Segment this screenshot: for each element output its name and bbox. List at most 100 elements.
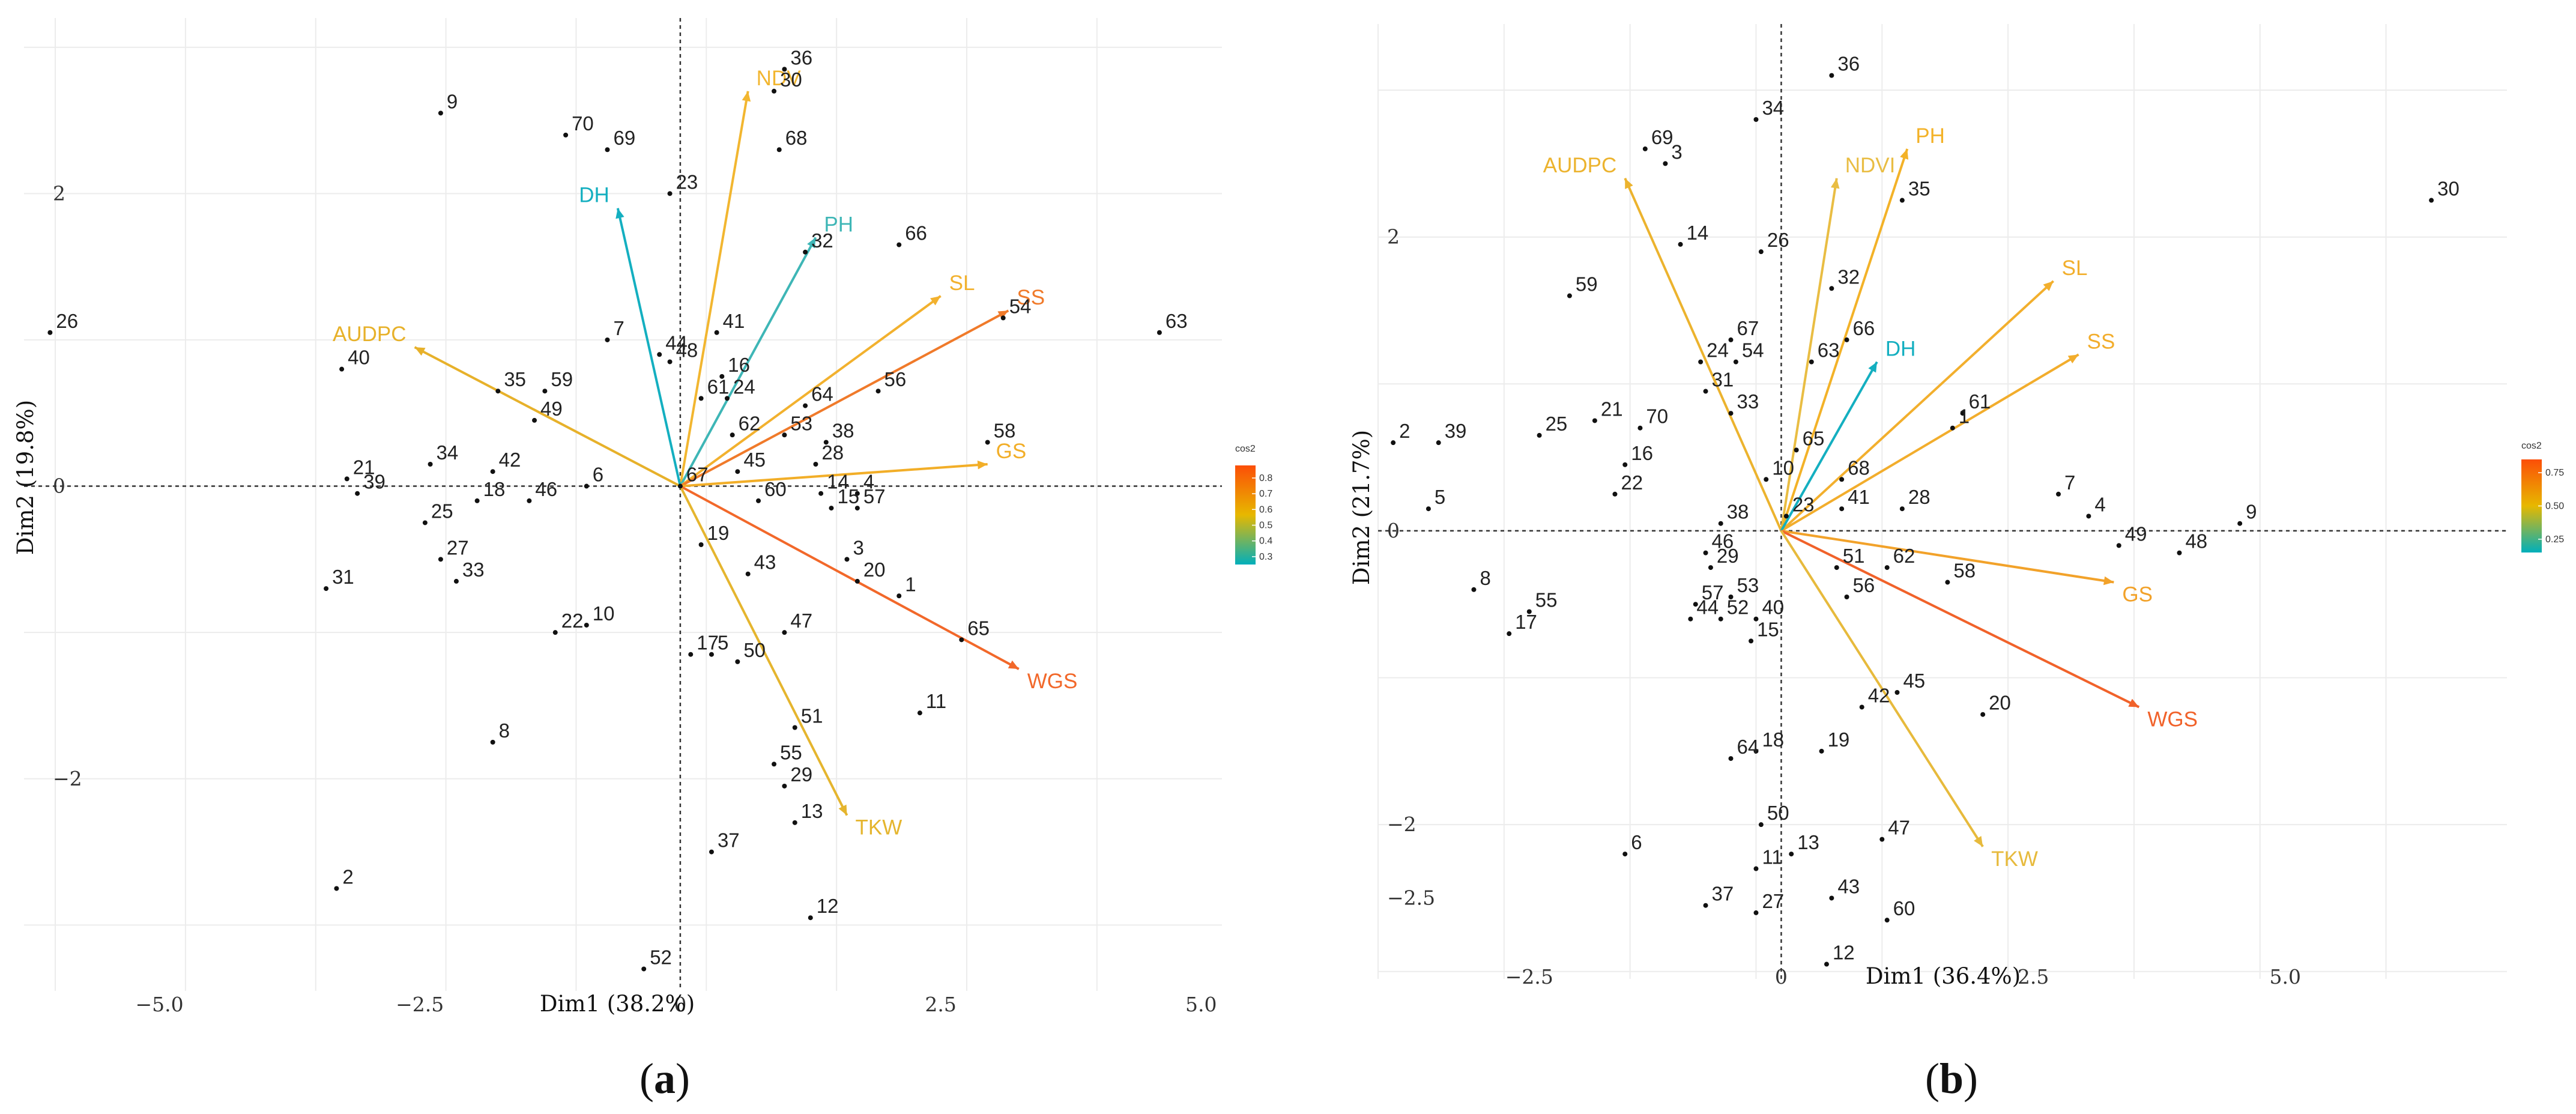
panel-b-point-55: 55 (1526, 589, 1558, 614)
panel-a-point-marker (813, 462, 818, 467)
panel-b-point-label: 46 (1712, 530, 1734, 552)
panel-a-point-label: 14 (827, 471, 849, 493)
panel-a-point-marker (772, 761, 777, 767)
panel-a-point-4: 4 (854, 471, 874, 496)
panel-a-point-label: 22 (561, 610, 584, 632)
panel-b-point-label: 20 (1989, 692, 2011, 714)
panel-a-point-marker (495, 389, 501, 394)
panel-b-point-marker (1884, 565, 1890, 571)
panel-a-point-label: 42 (499, 449, 521, 471)
panel-b-y-tick-label: 0 (1387, 519, 1400, 542)
panel-a-point-58: 58 (985, 419, 1015, 445)
panel-a-point-marker (47, 330, 53, 335)
panel-b-point-66: 66 (1844, 317, 1875, 342)
panel-b-point-marker (1567, 293, 1572, 298)
panel-b-point-label: 53 (1737, 574, 1759, 596)
panel-b-point-marker (1844, 337, 1849, 342)
panel-a-point-marker (844, 557, 850, 562)
panel-b-label-letter: b (1940, 1055, 1964, 1103)
panel-a-vector-line (679, 295, 942, 488)
panel-a-point-marker (756, 498, 761, 503)
panel-b-legend-title: cos2 (2521, 441, 2542, 451)
panel-a-point-19: 19 (698, 522, 730, 547)
panel-b-point-label: 57 (1702, 581, 1724, 604)
panel-b-point-label: 18 (1762, 728, 1784, 751)
panel-b-point-label: 32 (1837, 265, 1860, 288)
panel-b-point-label: 8 (1480, 567, 1490, 589)
panel-b-point-label: 48 (2185, 530, 2207, 552)
panel-b-point-marker (1526, 609, 1532, 614)
panel-a-point-label: 62 (739, 412, 761, 434)
panel-a-point-47: 47 (782, 610, 812, 635)
panel-a-point-label: 24 (733, 375, 755, 398)
panel-a-point-marker (657, 352, 662, 357)
panel-b-point-label: 38 (1727, 501, 1749, 523)
panel-b-point-label: 5 (1435, 486, 1445, 508)
panel-b-point-label: 65 (1803, 427, 1825, 449)
panel-a-point-8: 8 (490, 719, 510, 745)
panel-a-point-marker (782, 783, 787, 789)
panel-b-vector-label: AUDPC (1543, 154, 1617, 177)
panel-a-point-marker (490, 469, 495, 474)
panel-a-point-label: 34 (437, 441, 459, 464)
panel-b-vector-line (1780, 361, 1878, 531)
panel-a-point-18: 18 (474, 478, 505, 503)
panel-a-point-label: 29 (790, 763, 812, 786)
panel-b-vector-label: DH (1885, 338, 1916, 361)
panel-b-point-11: 11 (1753, 846, 1783, 871)
panel-a-vector-line (679, 309, 1009, 488)
panel-b-point-37: 37 (1703, 883, 1734, 908)
panel-a-point-43: 43 (745, 551, 776, 577)
panel-b-point-17: 17 (1507, 611, 1537, 637)
panel-b-point-label: 17 (1515, 611, 1537, 633)
panel-a-point-marker (605, 337, 610, 342)
panel-a-x-ticks: −5.0 −2.5 0 2.5 5.0 (135, 993, 1217, 1016)
panel-a-point-label: 16 (728, 354, 750, 376)
panel-a-point-label: 55 (780, 741, 802, 763)
panel-a-point-marker (896, 593, 902, 599)
panel-b-point-41: 41 (1839, 486, 1870, 512)
panel-b-vector-arrowhead (1974, 836, 1983, 847)
panel-b-vector-line (1780, 148, 1909, 531)
panel-a-vector-line (679, 237, 817, 487)
panel-b-point-59: 59 (1567, 273, 1598, 298)
panel-b-x-tick-label: 5.0 (2269, 965, 2300, 988)
panel-b-point-label: 11 (1762, 846, 1782, 868)
panel-a-vector-gs: GS (680, 440, 1026, 488)
panel-a-point-27: 27 (438, 536, 469, 562)
panel-a-y-tick-label: −2 (53, 767, 82, 790)
panel-b-point-19: 19 (1819, 728, 1849, 754)
panel-b-point-marker (1718, 616, 1723, 622)
panel-b-point-45: 45 (1894, 670, 1925, 695)
panel-b-point-label: 1 (1959, 405, 1970, 428)
panel-b-plot-area (1378, 24, 2507, 979)
panel-b-legend: cos2 0.75 0.50 0.25 (2521, 441, 2564, 552)
panel-b-point-label: 60 (1893, 897, 1915, 919)
panel-a-point-29: 29 (782, 763, 812, 789)
panel-a-point-label: 46 (535, 478, 557, 500)
panel-b-point-marker (1703, 903, 1708, 908)
panel-a-vector-line (679, 485, 848, 816)
panel-b-point-label: 51 (1843, 545, 1865, 567)
panel-b-vector-arrowhead (2103, 576, 2114, 586)
panel-a-point-label: 38 (832, 419, 854, 441)
panel-b-point-label: 54 (1742, 339, 1764, 362)
panel-b-vector-arrowhead (1625, 178, 1633, 189)
panel-b-vector-label: GS (2122, 583, 2153, 607)
panel-a-point-21: 21 (344, 456, 375, 482)
panel-b-point-20: 20 (1980, 692, 2011, 717)
panel-b-point-marker (1693, 602, 1698, 607)
panel-a-point-label: 19 (707, 522, 730, 544)
panel-a-point-label: 48 (676, 339, 698, 361)
panel-b-point-marker (1622, 462, 1628, 467)
panel-a-vector-audpc: AUDPC (333, 322, 681, 488)
panel-b-point-label: 49 (2125, 522, 2147, 545)
panel-a-point-42: 42 (490, 449, 521, 474)
panel-b-point-marker (1728, 756, 1734, 761)
panel-a-legend-tick-label: 0.7 (1259, 489, 1272, 499)
panel-a-vector-label: AUDPC (333, 322, 407, 346)
panel-a-vector-arrowhead (807, 237, 816, 249)
panel-a-point-marker (782, 432, 787, 438)
panel-a-point-label: 70 (572, 112, 594, 135)
